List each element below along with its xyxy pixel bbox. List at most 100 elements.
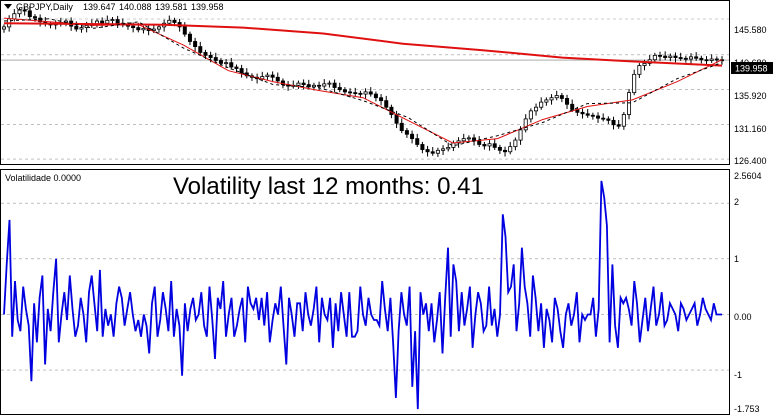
candle [384, 95, 389, 110]
candle-body [611, 119, 616, 126]
candle-body [136, 27, 141, 31]
candle-body [379, 97, 384, 102]
candle [678, 52, 683, 61]
candle [187, 31, 192, 46]
candle [513, 137, 518, 151]
candle-body [601, 117, 606, 120]
candle-body [208, 54, 213, 58]
candle-body [131, 25, 136, 29]
candle-body [167, 19, 172, 24]
candle-body [523, 118, 528, 131]
candle-body [663, 55, 668, 58]
candle-body [518, 129, 523, 141]
collapse-triangle-icon[interactable] [4, 4, 12, 9]
candle-body [296, 82, 301, 86]
main-price-panel[interactable] [0, 0, 730, 165]
candle [601, 113, 606, 122]
value-tick-label: -1.753 [734, 404, 760, 414]
candle [523, 114, 528, 133]
candle-body [239, 68, 244, 74]
candle [27, 6, 32, 20]
candle-body [399, 122, 404, 131]
price-tick-label: 135.920 [734, 91, 767, 101]
ohlc-low: 139.581 [155, 2, 188, 12]
candle-body [203, 52, 208, 56]
candle [115, 15, 120, 28]
candle-body [709, 58, 714, 61]
candle-body [678, 57, 683, 59]
candle [611, 116, 616, 130]
candle-body [554, 95, 559, 99]
volatility-headline: Volatility last 12 months: 0.41 [173, 173, 484, 200]
candle [404, 128, 409, 138]
current-price-label: 139.958 [735, 64, 768, 74]
price-axis[interactable]: 145.580 140.680 135.920 131.160 126.400 … [731, 25, 773, 166]
candle-body [714, 58, 719, 61]
candle [663, 51, 668, 61]
candle-body [74, 25, 79, 30]
moving-average-short-line [3, 17, 723, 144]
candle-body [404, 130, 409, 135]
candle-body [394, 114, 399, 124]
candle-body [534, 106, 539, 112]
volatility-line [3, 180, 722, 410]
candle-body [353, 92, 358, 95]
candle-body [699, 57, 704, 61]
candle [17, 7, 22, 18]
candle [410, 130, 415, 144]
candle-body [503, 149, 508, 153]
candle-body [332, 82, 337, 88]
candle-body [632, 73, 637, 94]
candle-body [348, 91, 353, 94]
candle [683, 55, 688, 63]
candle-body [683, 57, 688, 60]
candle-body [27, 10, 32, 18]
candle [337, 82, 342, 93]
candle-body [358, 92, 363, 95]
candle [239, 64, 244, 78]
value-tick-label: 0.00 [734, 312, 752, 322]
candle-body [580, 111, 585, 115]
candle-body [311, 84, 316, 88]
candle-body [492, 143, 497, 148]
candle [327, 80, 332, 88]
candle [435, 147, 440, 157]
candle [193, 37, 198, 52]
candle-body [22, 9, 27, 12]
candle-body [497, 146, 502, 151]
candle [497, 144, 502, 154]
candle [585, 109, 590, 118]
candle-body [17, 9, 22, 15]
candle-body [198, 46, 203, 53]
candle-body [621, 114, 626, 127]
candle [492, 138, 497, 150]
candle-body [590, 114, 595, 117]
candle-body [513, 139, 518, 148]
candle-body [477, 140, 482, 145]
candle [275, 72, 280, 84]
candle-body [389, 106, 394, 115]
candle [590, 112, 595, 120]
candle-body [637, 65, 642, 75]
candle [658, 51, 663, 61]
candle [482, 141, 487, 150]
candle [487, 140, 492, 151]
candle [2, 24, 7, 33]
candle [353, 87, 358, 96]
candle-body [156, 26, 161, 30]
candle-body [658, 54, 663, 57]
candle [699, 55, 704, 64]
candle [549, 94, 554, 105]
candle-body [441, 148, 446, 151]
volatility-axis[interactable]: 2.5604 2 1 0.00 -1 -1.753 [734, 171, 762, 414]
candle-body [384, 100, 389, 108]
candle-body [141, 27, 146, 31]
candle-body [430, 151, 435, 154]
candle [528, 108, 533, 123]
candle-body [363, 91, 368, 95]
candle-body [79, 27, 84, 30]
candle-body [446, 146, 451, 150]
candle [110, 17, 115, 24]
candle [503, 146, 508, 157]
